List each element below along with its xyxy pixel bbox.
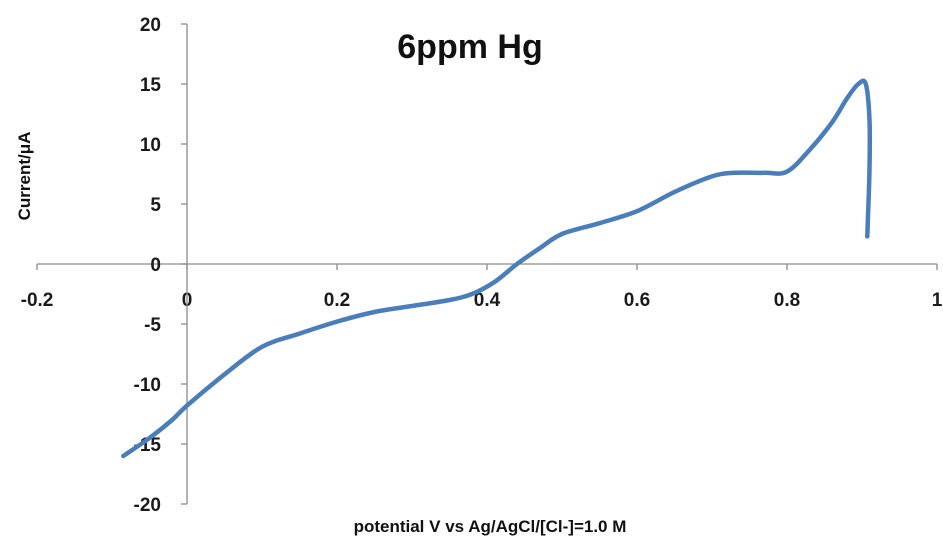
- y-tick-label: 15: [140, 75, 162, 96]
- x-tick-label: 0.6: [624, 290, 650, 311]
- x-tick-group: -0.2 0 0.2 0.4 0.6 0.8 1: [21, 264, 943, 311]
- x-tick-label: -0.2: [21, 290, 54, 311]
- series-line-0: [121, 78, 873, 459]
- y-tick-label: -20: [134, 495, 161, 516]
- y-tick-label: -15: [134, 435, 162, 456]
- y-tick-group: 20 15 10 5 0 -5 -10 -15 -20: [134, 15, 187, 516]
- y-axis: 20 15 10 5 0 -5 -10 -15 -20: [134, 15, 188, 516]
- x-axis-title: potential V vs Ag/AgCl/[Cl-]=1.0 M: [354, 517, 627, 536]
- series-layer: [121, 78, 873, 459]
- x-tick-label: 0.2: [324, 290, 350, 311]
- chart-title: 6ppm Hg: [397, 28, 542, 66]
- y-tick-label: 0: [150, 255, 161, 276]
- y-tick-label: 5: [150, 195, 161, 216]
- x-tick-label: 0.8: [774, 290, 800, 311]
- y-tick-label: 20: [140, 15, 161, 36]
- y-tick-label: -10: [134, 375, 161, 396]
- x-tick-label: 1: [932, 290, 943, 311]
- y-tick-label: 10: [140, 135, 161, 156]
- y-tick-label: -5: [144, 315, 161, 336]
- x-tick-label: 0.4: [474, 290, 501, 311]
- y-axis-title: Current/μA: [15, 132, 34, 221]
